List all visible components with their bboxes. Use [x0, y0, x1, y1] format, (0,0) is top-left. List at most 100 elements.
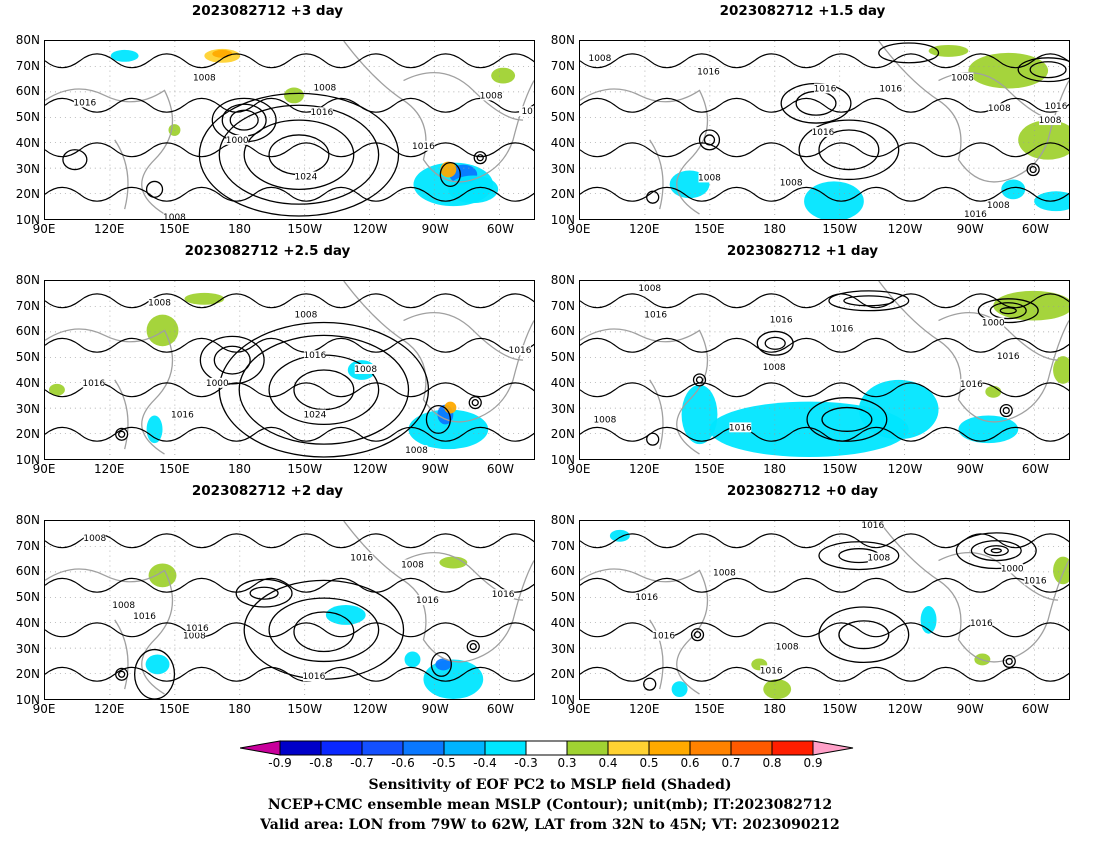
- mslp-contour: [198, 92, 400, 217]
- coastline: [45, 88, 174, 215]
- contour-label-bg: [1024, 575, 1047, 586]
- mslp-contour: [795, 90, 837, 116]
- contour-label-bg: [186, 622, 209, 633]
- contour-label: 1016: [492, 590, 515, 600]
- mslp-contour: [115, 667, 129, 681]
- caption-line-3: Valid area: LON from 79W to 62W, LAT fro…: [260, 817, 840, 833]
- mslp-contour: [45, 293, 534, 309]
- lon-tick-label: 120E: [93, 702, 125, 716]
- coastline: [938, 312, 1059, 361]
- lat-tick-label: 50N: [550, 350, 575, 365]
- contour-label-bg: [812, 127, 834, 137]
- contour-label: 1016: [964, 210, 987, 219]
- mslp-contour: [698, 129, 721, 151]
- contour-label-bg: [970, 617, 993, 628]
- lat-tick-label: 50N: [15, 350, 40, 365]
- contour-label-bg: [350, 552, 373, 563]
- lat-tick-label: 60N: [15, 564, 40, 579]
- sensitivity-shading: [928, 44, 969, 57]
- colorbar-swatch: [566, 740, 609, 756]
- contour-label: 1008: [988, 104, 1011, 114]
- mslp-contour: [798, 119, 900, 181]
- colorbar-tick-label: 0.8: [762, 756, 782, 770]
- sensitivity-shading: [110, 49, 139, 62]
- mslp-contour: [45, 426, 534, 442]
- contour-label-bg: [310, 107, 333, 118]
- lat-tick-label: 70N: [15, 538, 40, 553]
- panel-title: 2023082712 +1.5 day: [719, 3, 886, 19]
- lon-tick-label: 150W: [287, 462, 323, 476]
- lat-tick-label: 20N: [550, 667, 575, 682]
- lat-tick-label: 20N: [550, 187, 575, 202]
- coastline: [878, 281, 1069, 423]
- sensitivity-shading: [1001, 179, 1026, 200]
- panel-plus2-day: 2023082712 +2 day 80N 70N 60N 50N 40N 30N 20N 1…: [0, 480, 535, 716]
- lon-tick-label: 180: [763, 462, 787, 476]
- mslp-contour: [118, 430, 126, 438]
- sensitivity-shading: [858, 379, 939, 440]
- lat-tick-label: 50N: [550, 590, 575, 605]
- colorbar-swatch: [402, 740, 445, 756]
- coastline: [114, 139, 129, 210]
- contour-label: 1008: [638, 284, 661, 294]
- contour-label: 1008: [183, 632, 206, 642]
- contour-label: 1008: [480, 91, 503, 101]
- lon-tick-label: 90E: [567, 702, 591, 716]
- contour-label: 1000: [226, 136, 249, 146]
- lat-tick-label: 20N: [15, 187, 40, 202]
- contour-label: 1016: [635, 593, 658, 603]
- panel-title: 2023082712 +2 day: [191, 483, 344, 499]
- contour-label-bg: [780, 177, 803, 188]
- contour-label-bg: [588, 52, 611, 63]
- colorbar-swatch: [730, 740, 773, 756]
- sensitivity-shading: [985, 385, 1002, 398]
- mslp-contour: [45, 622, 534, 638]
- contour-label: 1008: [763, 363, 786, 373]
- lon-tick-label: 60W: [1021, 222, 1049, 236]
- lat-tick-label: 50N: [15, 590, 40, 605]
- contour-label: 1016: [416, 596, 439, 606]
- contour-label-bg: [171, 409, 194, 420]
- colorbar-tick-label: -0.3: [514, 756, 538, 770]
- lat-tick-label: 60N: [550, 324, 575, 339]
- contour-label: 1016: [350, 554, 373, 564]
- contour-label-bg: [492, 589, 515, 600]
- sensitivity-shading: [212, 49, 233, 58]
- lon-tick-label: 60W: [1021, 702, 1049, 716]
- mslp-contour: [818, 129, 880, 171]
- lon-tick-label: 150E: [159, 222, 190, 236]
- mslp-contour: [115, 427, 129, 441]
- colorbar-tick-label: 0.5: [639, 756, 659, 770]
- lon-tick-label: 120E: [93, 222, 125, 236]
- contour-label: 1008: [163, 213, 186, 219]
- lat-tick-label: 70N: [550, 538, 575, 553]
- lon-tick-label: 150W: [822, 462, 858, 476]
- contour-label-bg: [964, 209, 987, 219]
- lon-tick-label: 150E: [694, 462, 725, 476]
- panel-title: 2023082712 +3 day: [191, 3, 344, 19]
- contour-label-bg: [698, 172, 721, 183]
- contour-label: 1008: [148, 299, 171, 309]
- mslp-contour: [580, 142, 1069, 158]
- contour-label: 1024: [295, 172, 318, 182]
- lon-tick-label: 120E: [628, 222, 660, 236]
- contour-label-bg: [193, 72, 216, 83]
- contour-label-bg: [294, 171, 317, 182]
- contour-label: 1000: [982, 319, 1005, 329]
- contour-label: 101: [521, 107, 534, 117]
- colorbar-swatch: [279, 740, 322, 756]
- mslp-contour: [243, 119, 355, 190]
- lon-tick-label: 120E: [93, 462, 125, 476]
- lon-tick-label: 120W: [887, 462, 923, 476]
- lat-tick-label: 70N: [15, 298, 40, 313]
- contour-label: 1016: [697, 68, 720, 78]
- contour-label-bg: [183, 630, 206, 641]
- contour-label: 1016: [186, 624, 209, 634]
- contour-label: 1008: [589, 54, 612, 64]
- contour-label-bg: [354, 364, 377, 374]
- lon-tick-label: 90E: [32, 462, 56, 476]
- lat-tick-label: 70N: [550, 298, 575, 313]
- mslp-contour: [580, 186, 1069, 202]
- contour-label: 1016: [652, 632, 675, 642]
